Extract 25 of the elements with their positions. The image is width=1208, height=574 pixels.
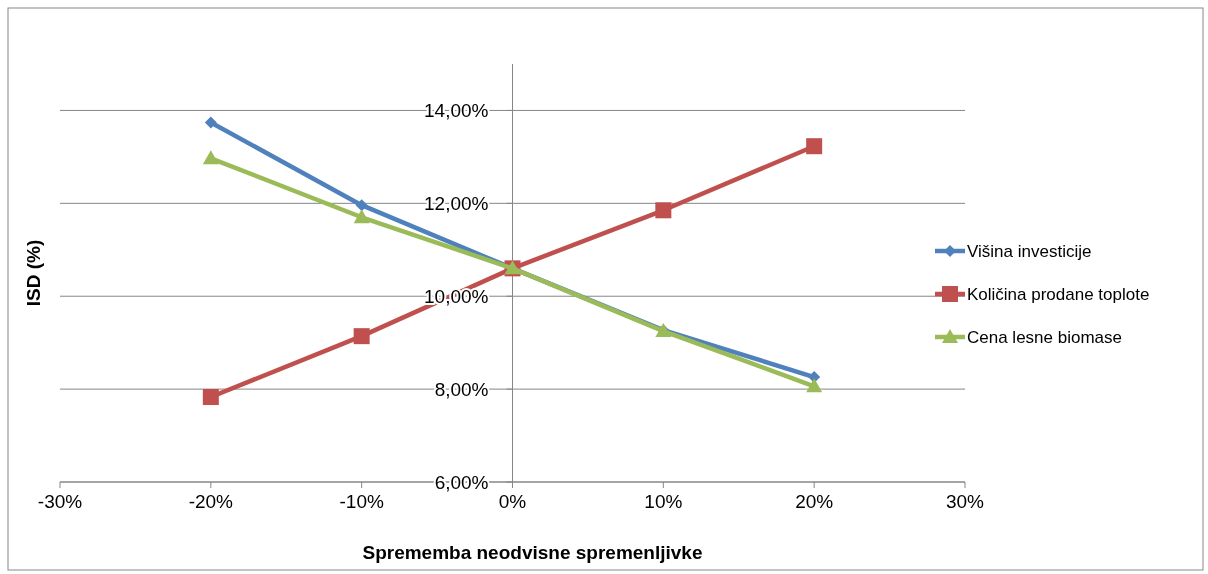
x-tick-label: -30% [37, 491, 83, 512]
x-tick-label: -20% [188, 491, 234, 512]
x-tick-label: 30% [945, 491, 985, 512]
point [353, 328, 370, 345]
legend-label: Količina prodane toplote [967, 285, 1150, 304]
y-tick-label: 8,00% [434, 379, 489, 401]
point [806, 138, 823, 155]
y-tick-label: 12,00% [424, 193, 489, 215]
y-axis-title: ISD (%) [23, 239, 44, 307]
x-tick-label: -10% [339, 491, 384, 512]
legend-label: Cena lesne biomase [967, 328, 1122, 347]
x-tick-label: 20% [795, 491, 834, 512]
point [806, 378, 823, 393]
x-axis-title: Sprememba neodvisne spremenljivke [362, 542, 703, 563]
y-tick-label: 6,00% [434, 472, 489, 493]
x-tick-label: 10% [644, 491, 683, 512]
point [355, 199, 368, 212]
point [204, 116, 217, 129]
y-tick-label: 14,00% [424, 100, 489, 122]
point [202, 150, 219, 165]
point [353, 209, 370, 224]
point [202, 389, 219, 406]
x-tick-label: 0% [498, 491, 527, 512]
legend-label: Višina investicije [967, 242, 1092, 261]
point [655, 202, 672, 219]
